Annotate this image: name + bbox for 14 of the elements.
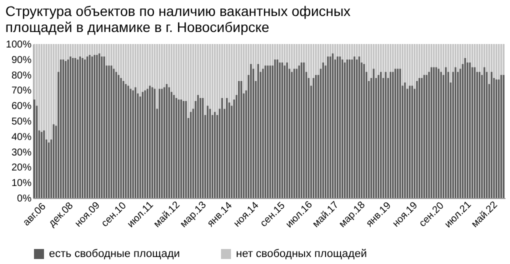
y-tick-label: 40% (11, 132, 32, 143)
legend-label: нет свободных площадей (236, 248, 367, 260)
y-tick-label: 50% (11, 116, 32, 128)
y-tick-label: 100% (6, 40, 32, 50)
y-tick-label: 90% (11, 54, 32, 66)
y-tick-label: 70% (11, 86, 32, 97)
y-tick-label: 10% (11, 178, 32, 190)
legend-label: есть свободные площади (49, 248, 180, 260)
y-tick-label: 30% (11, 147, 32, 158)
y-tick-label: 80% (11, 70, 32, 82)
y-tick-label: 20% (11, 162, 32, 174)
y-tick-label: 0% (17, 194, 32, 204)
chart-title: Структура объектов по наличию вакантных офисных площадей в динамике в г. Новосибирске (5, 3, 351, 35)
y-tick-label: 60% (11, 101, 32, 112)
